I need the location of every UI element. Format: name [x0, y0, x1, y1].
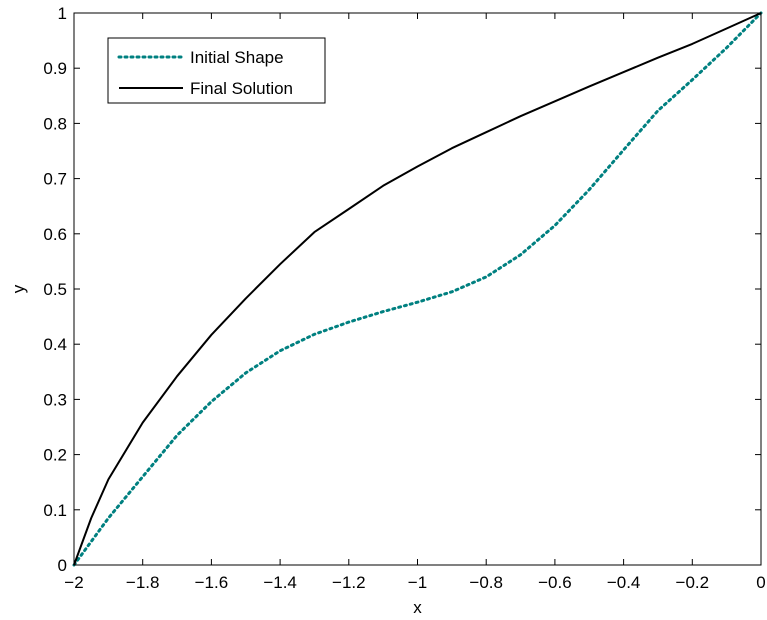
- x-axis-label: x: [413, 598, 422, 617]
- x-tick-label: −0.2: [676, 573, 710, 592]
- series-line-final-solution: [73, 12, 762, 566]
- y-tick-label: 0.3: [43, 390, 67, 409]
- y-tick-label: 0.7: [43, 170, 67, 189]
- x-tick-label: −0.8: [469, 573, 503, 592]
- series-line-initial-shape: [72, 11, 763, 567]
- x-tick-label: −2: [64, 573, 83, 592]
- series-layer: [72, 11, 763, 567]
- legend-label-initial-shape: Initial Shape: [190, 48, 284, 67]
- x-tick-label: −1.6: [195, 573, 229, 592]
- y-tick-label: 0.4: [43, 335, 67, 354]
- legend-box: [107, 37, 326, 104]
- y-tick-label: 0: [58, 556, 67, 575]
- y-tick-label: 0.5: [43, 280, 67, 299]
- y-tick-label: 0.9: [43, 59, 67, 78]
- ticks-layer: [73, 12, 762, 566]
- y-tick-label: 0.8: [43, 114, 67, 133]
- plot-background: [74, 13, 761, 565]
- x-tick-label: −1: [408, 573, 427, 592]
- y-axis-label: y: [9, 284, 28, 293]
- y-tick-label: 0.2: [43, 446, 67, 465]
- y-tick-label: 1: [58, 4, 67, 23]
- legend-label-final-solution: Final Solution: [190, 79, 293, 98]
- legend: Initial Shape Final Solution: [107, 37, 326, 104]
- y-tick-label: 0.1: [43, 501, 67, 520]
- x-tick-label: −0.4: [607, 573, 641, 592]
- x-tick-label: −1.8: [126, 573, 160, 592]
- tick-labels-layer: −2 −1.8 −1.6 −1.4 −1.2 −1 −0.8 −0.6 −0.4 −0.2 0 0 0.…: [43, 4, 765, 592]
- x-tick-label: −1.2: [332, 573, 366, 592]
- x-tick-label: −1.4: [263, 573, 297, 592]
- x-tick-label: 0: [756, 573, 765, 592]
- x-tick-label: −0.6: [538, 573, 572, 592]
- y-tick-label: 0.6: [43, 225, 67, 244]
